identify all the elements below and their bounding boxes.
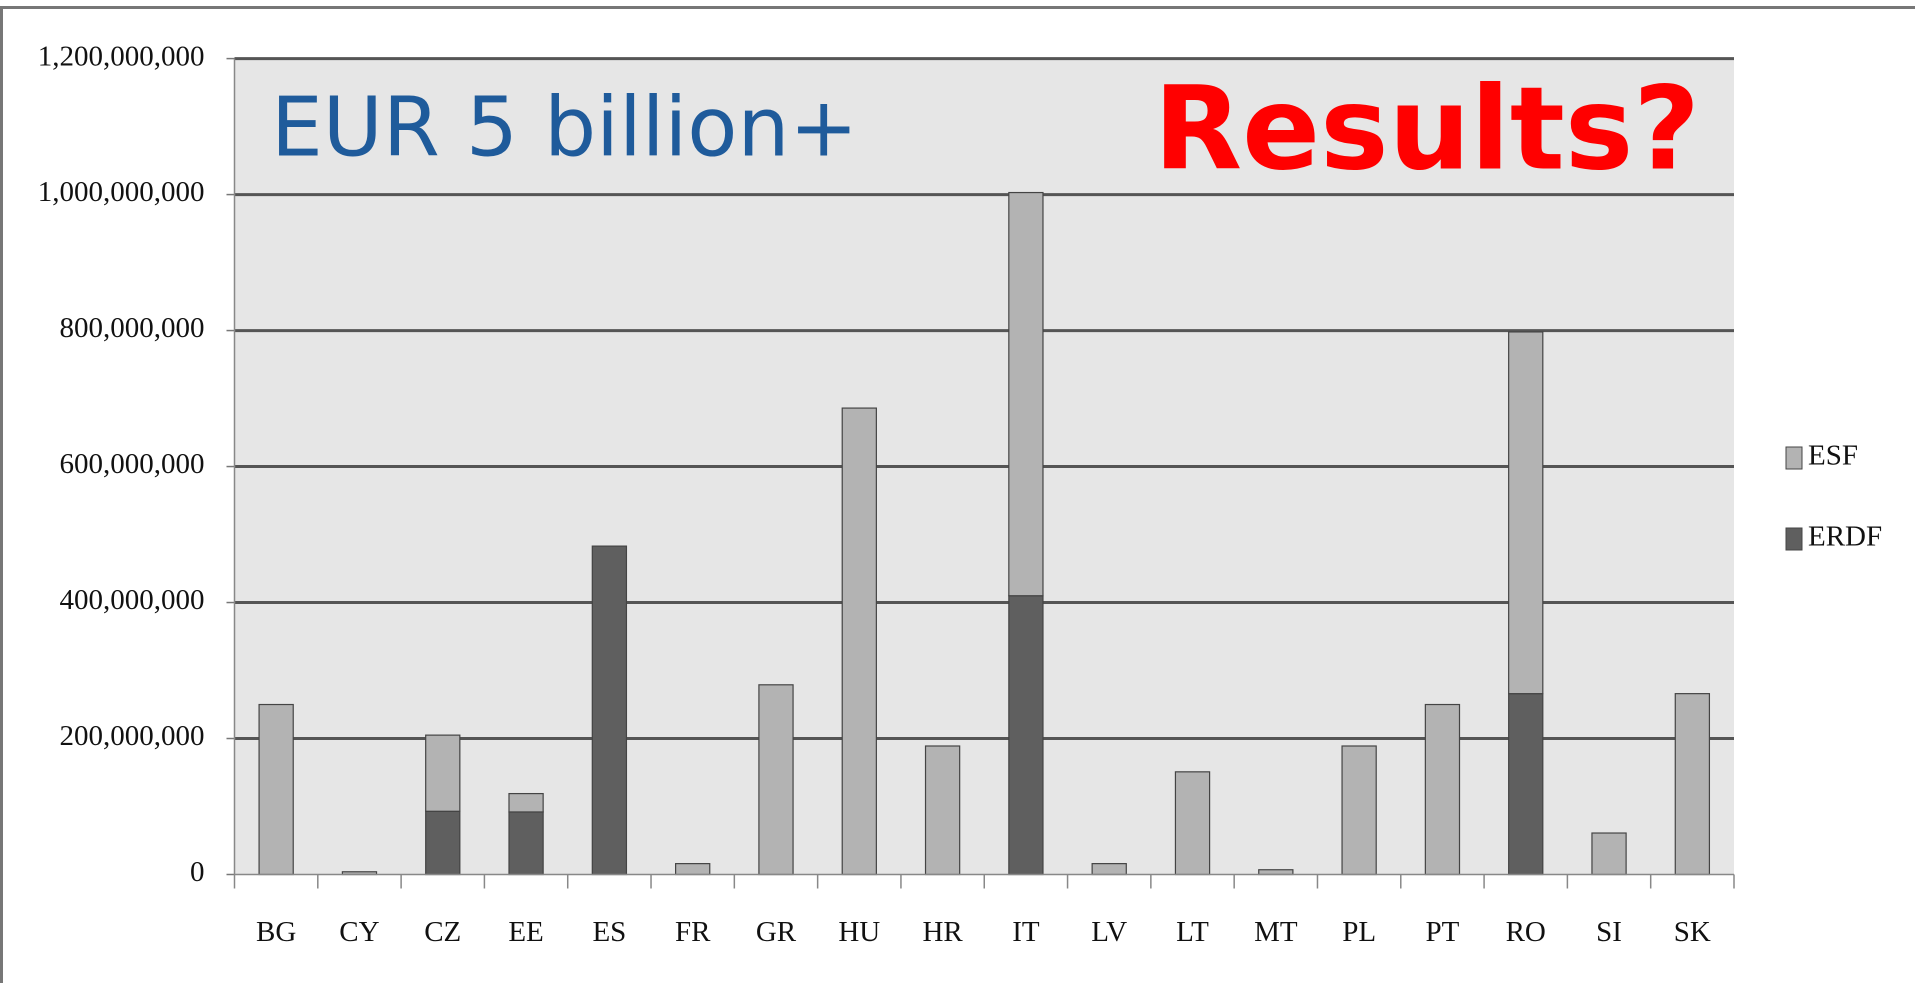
- x-tick-label: SK: [1674, 916, 1711, 948]
- bar-segment: [591, 545, 628, 876]
- bar-segment: [1674, 693, 1711, 876]
- y-tick-label: 400,000,000: [60, 584, 205, 616]
- x-tick-label: HR: [922, 916, 963, 948]
- legend: ESF ERDF: [1785, 440, 1882, 553]
- bars: [258, 191, 1711, 876]
- x-tick-label: FR: [675, 916, 711, 948]
- x-tick-label: HU: [838, 916, 880, 948]
- bar-segment: [1508, 693, 1544, 876]
- y-tick-label: 1,200,000,000: [38, 40, 205, 72]
- bar-segment: [1341, 745, 1377, 876]
- y-tick-label: 200,000,000: [60, 720, 205, 752]
- bar-segment: [758, 684, 794, 876]
- bar-segment: [1591, 832, 1627, 876]
- x-tick-label: GR: [756, 916, 797, 948]
- bar-segment: [508, 811, 544, 876]
- legend-label: ERDF: [1808, 521, 1882, 553]
- grid: [234, 57, 1734, 741]
- frame: [0, 6, 1915, 983]
- bar-segment: [508, 792, 544, 813]
- bar-segment: [1508, 331, 1544, 695]
- x-tick-label: PL: [1342, 916, 1376, 948]
- annotation: EUR 5 billion+: [271, 80, 858, 175]
- bar-segment: [258, 703, 294, 876]
- x-tick-label: RO: [1506, 916, 1546, 948]
- x-tick-label: ES: [592, 916, 626, 948]
- x-tick-label: CY: [339, 916, 379, 948]
- y-tick-label: 800,000,000: [60, 312, 205, 344]
- bar-segment: [425, 810, 461, 876]
- x-tick-label: LV: [1091, 916, 1127, 948]
- axes: 0 200,000,000 400,000,000 600,000,000 800,00…: [38, 40, 1735, 948]
- legend-swatch: [1785, 446, 1803, 470]
- x-tick-label: PT: [1426, 916, 1460, 948]
- x-tick-label: LT: [1176, 916, 1209, 948]
- bar-segment: [841, 407, 877, 876]
- bar-segment: [1424, 703, 1461, 876]
- x-tick-label: SI: [1596, 916, 1622, 948]
- legend-swatch: [1785, 527, 1803, 551]
- y-tick-label: 1,000,000,000: [38, 176, 205, 208]
- x-tick-label: EE: [508, 916, 543, 948]
- annotation: Results?: [1154, 63, 1700, 197]
- x-tick-label: CZ: [424, 916, 461, 948]
- bar-segment: [1008, 595, 1044, 876]
- y-tick-label: 600,000,000: [60, 448, 205, 480]
- x-tick-label: IT: [1012, 916, 1040, 948]
- bar-segment: [924, 745, 961, 876]
- bar-segment: [1174, 771, 1211, 876]
- y-tick-label: 0: [190, 856, 205, 888]
- legend-label: ESF: [1808, 440, 1858, 472]
- x-tick-label: MT: [1254, 916, 1298, 948]
- x-tick-label: BG: [256, 916, 296, 948]
- bar-segment: [425, 734, 461, 812]
- bar-segment: [1008, 191, 1044, 597]
- bar-segment: [1091, 863, 1127, 876]
- bar-segment: [675, 863, 711, 876]
